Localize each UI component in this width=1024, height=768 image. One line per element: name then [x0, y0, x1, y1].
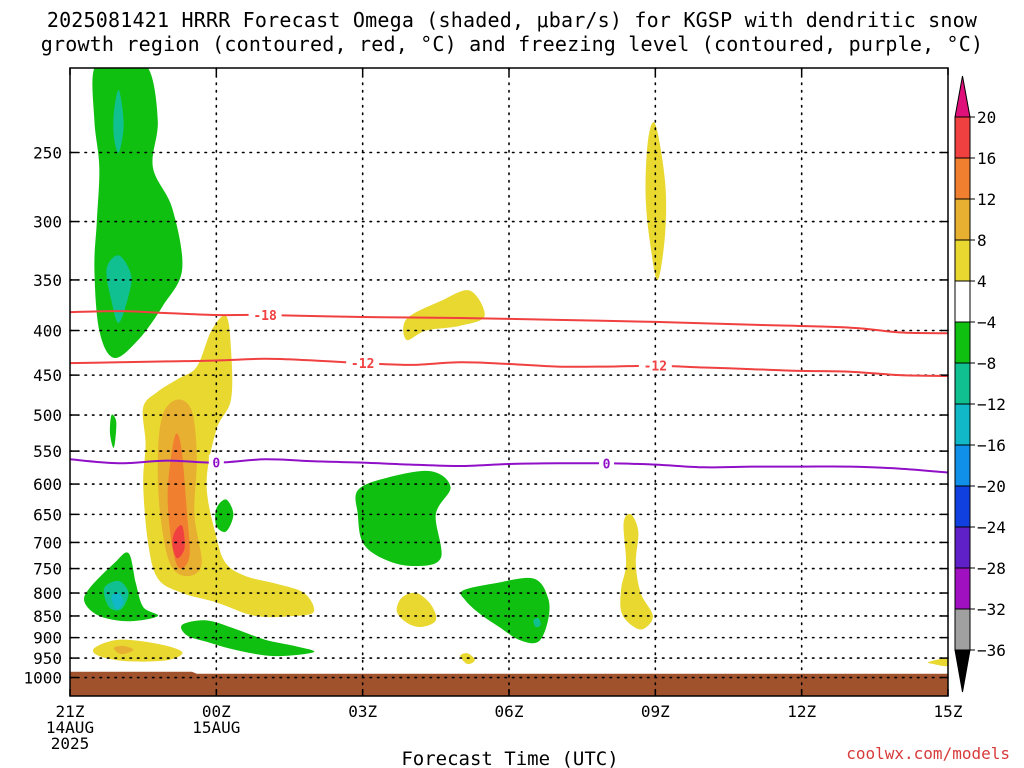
- colorbar-label-3: 8: [977, 231, 987, 250]
- ytick-label-600: 600: [33, 475, 62, 494]
- xtick-label-0-1: 14AUG: [46, 718, 94, 737]
- colorbar-label-8: −16: [977, 436, 1006, 455]
- xtick-label-6-0: 03Z: [348, 702, 377, 721]
- colorbar: 20 16 12 8 4 −4 −8 −12 −16 −20 −24 −28 −32 −36: [954, 75, 1006, 693]
- chart-title-line-1: 2025081421 HRRR Forecast Omega (shaded, …: [46, 8, 978, 32]
- colorbar-label-4: 4: [977, 272, 987, 291]
- xtick-label-18-0: 15Z: [934, 702, 963, 721]
- xtick-label-3-1: 15AUG: [192, 718, 240, 737]
- omega-region-17: [396, 592, 437, 628]
- xtick-label-3-0: 00Z: [202, 702, 231, 721]
- colorbar-bin-6: [954, 321, 971, 364]
- ytick-label-800: 800: [33, 584, 62, 603]
- chart-title-line-2: growth region (contoured, red, °C) and f…: [40, 32, 984, 56]
- colorbar-label-13: −36: [977, 641, 1006, 660]
- ytick-label-700: 700: [33, 533, 62, 552]
- ytick-label-750: 750: [33, 560, 62, 579]
- contour-label-bg: [599, 455, 615, 471]
- ytick-label-550: 550: [33, 442, 62, 461]
- colorbar-bin-4: [954, 239, 971, 282]
- omega-shading: [84, 68, 948, 667]
- omega-region-6: [167, 433, 190, 569]
- ytick-label-900: 900: [33, 629, 62, 648]
- contour-label-bg: [208, 454, 224, 470]
- contour--12: [69, 357, 949, 377]
- omega-region-7: [172, 525, 185, 559]
- omega-region-13: [92, 639, 183, 662]
- contour-label-bg: [638, 357, 672, 373]
- colorbar-bottom-arrow: [954, 649, 971, 693]
- contour-label-bg: [248, 307, 282, 323]
- xtick-label-15-0: 12Z: [787, 702, 816, 721]
- grid-lines: [69, 67, 949, 697]
- pressure-axis: 250 300 350 400 450 500 550 600 650 700 750 800 850 9…: [23, 144, 948, 688]
- colorbar-bin-11: [954, 526, 971, 569]
- ytick-label-450: 450: [33, 366, 62, 385]
- ytick-label-850: 850: [33, 607, 62, 626]
- xtick-label-0-2: 2025: [51, 734, 90, 753]
- colorbar-bin-2: [954, 157, 971, 200]
- ytick-label-250: 250: [33, 144, 62, 163]
- ytick-label-400: 400: [33, 322, 62, 341]
- colorbar-bin-1: [954, 116, 971, 159]
- colorbar-bin-5: [954, 280, 971, 323]
- colorbar-bin-9: [954, 444, 971, 487]
- ytick-label-1000: 1000: [23, 669, 62, 688]
- ytick-label-500: 500: [33, 406, 62, 425]
- xtick-label-0-0: 21Z: [56, 702, 85, 721]
- ytick-label-650: 650: [33, 505, 62, 524]
- omega-region-12: [180, 620, 315, 657]
- colorbar-bin-8: [954, 403, 971, 446]
- omega-region-20: [533, 618, 541, 628]
- ytick-label-350: 350: [33, 271, 62, 290]
- contour-label--18-0: -18: [253, 309, 277, 324]
- contour-label--12-0: -12: [351, 357, 374, 372]
- contour-label--12-1: -12: [644, 360, 667, 375]
- omega-region-23: [927, 658, 948, 667]
- x-axis-label: Forecast Time (UTC): [401, 748, 618, 768]
- colorbar-bin-3: [954, 198, 971, 241]
- colorbar-label-12: −32: [977, 600, 1006, 619]
- temperature-contours: -18 -12 -12 0 0: [69, 307, 949, 474]
- omega-region-15: [403, 290, 485, 341]
- colorbar-label-1: 16: [977, 149, 996, 168]
- omega-region-14: [113, 645, 134, 655]
- colorbar-bin-10: [954, 485, 971, 528]
- colorbar-bin-12: [954, 567, 971, 610]
- omega-region-10: [111, 592, 124, 610]
- colorbar-label-11: −28: [977, 559, 1006, 578]
- colorbar-label-9: −20: [977, 477, 1006, 496]
- contour-label-0-0: 0: [212, 457, 220, 472]
- xtick-label-12-0: 09Z: [641, 702, 670, 721]
- omega-region-22: [645, 122, 667, 281]
- omega-region-16: [355, 470, 451, 567]
- contour--18: [69, 310, 949, 335]
- ytick-label-950: 950: [33, 649, 62, 668]
- omega-region-21: [620, 513, 653, 630]
- colorbar-label-2: 12: [977, 190, 996, 209]
- xtick-label-9-0: 06Z: [495, 702, 524, 721]
- colorbar-label-5: −4: [977, 313, 996, 332]
- colorbar-label-10: −24: [977, 518, 1006, 537]
- omega-region-2: [106, 255, 132, 323]
- ytick-label-300: 300: [33, 213, 62, 232]
- omega-region-1: [113, 89, 124, 153]
- credit-link[interactable]: coolwx.com/models: [846, 744, 1010, 763]
- colorbar-bin-7: [954, 362, 971, 405]
- contour-label-bg: [346, 355, 380, 371]
- colorbar-bin-13: [954, 608, 971, 651]
- colorbar-top-arrow: [954, 75, 971, 118]
- colorbar-label-7: −12: [977, 395, 1006, 414]
- contour-label-0-1: 0: [603, 457, 611, 472]
- omega-region-11: [215, 499, 234, 533]
- omega-region-3: [109, 414, 117, 448]
- colorbar-label-0: 20: [977, 108, 996, 127]
- omega-region-19: [460, 577, 550, 644]
- colorbar-label-6: −8: [977, 354, 996, 373]
